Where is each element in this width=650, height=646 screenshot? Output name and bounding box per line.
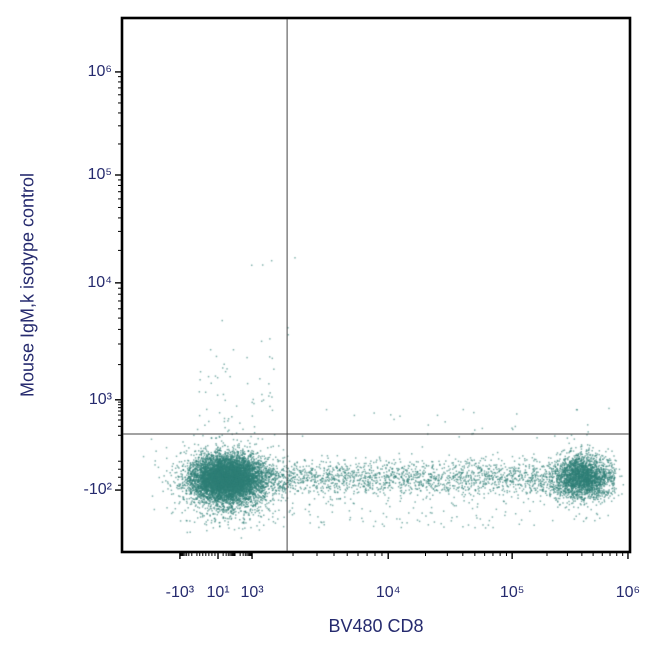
y-tick-label: 10⁶: [87, 62, 112, 80]
y-tick-label: 10⁴: [87, 273, 112, 291]
x-tick-label: -10³: [165, 584, 195, 601]
x-tick-label: 10⁴: [375, 584, 401, 601]
x-tick-label: 10⁵: [499, 584, 525, 601]
y-axis-title: Mouse IgM,k isotype control: [17, 172, 38, 398]
y-tick-label: -10²: [83, 481, 112, 499]
x-axis-title: BV480 CD8: [328, 616, 424, 636]
x-tick-label: 10³: [240, 584, 264, 601]
x-tick-label: 10¹: [206, 584, 230, 601]
x-tick-label: 10⁶: [615, 584, 641, 601]
y-tick-label: 10³: [88, 390, 112, 408]
y-tick-label: 10⁵: [87, 165, 112, 183]
